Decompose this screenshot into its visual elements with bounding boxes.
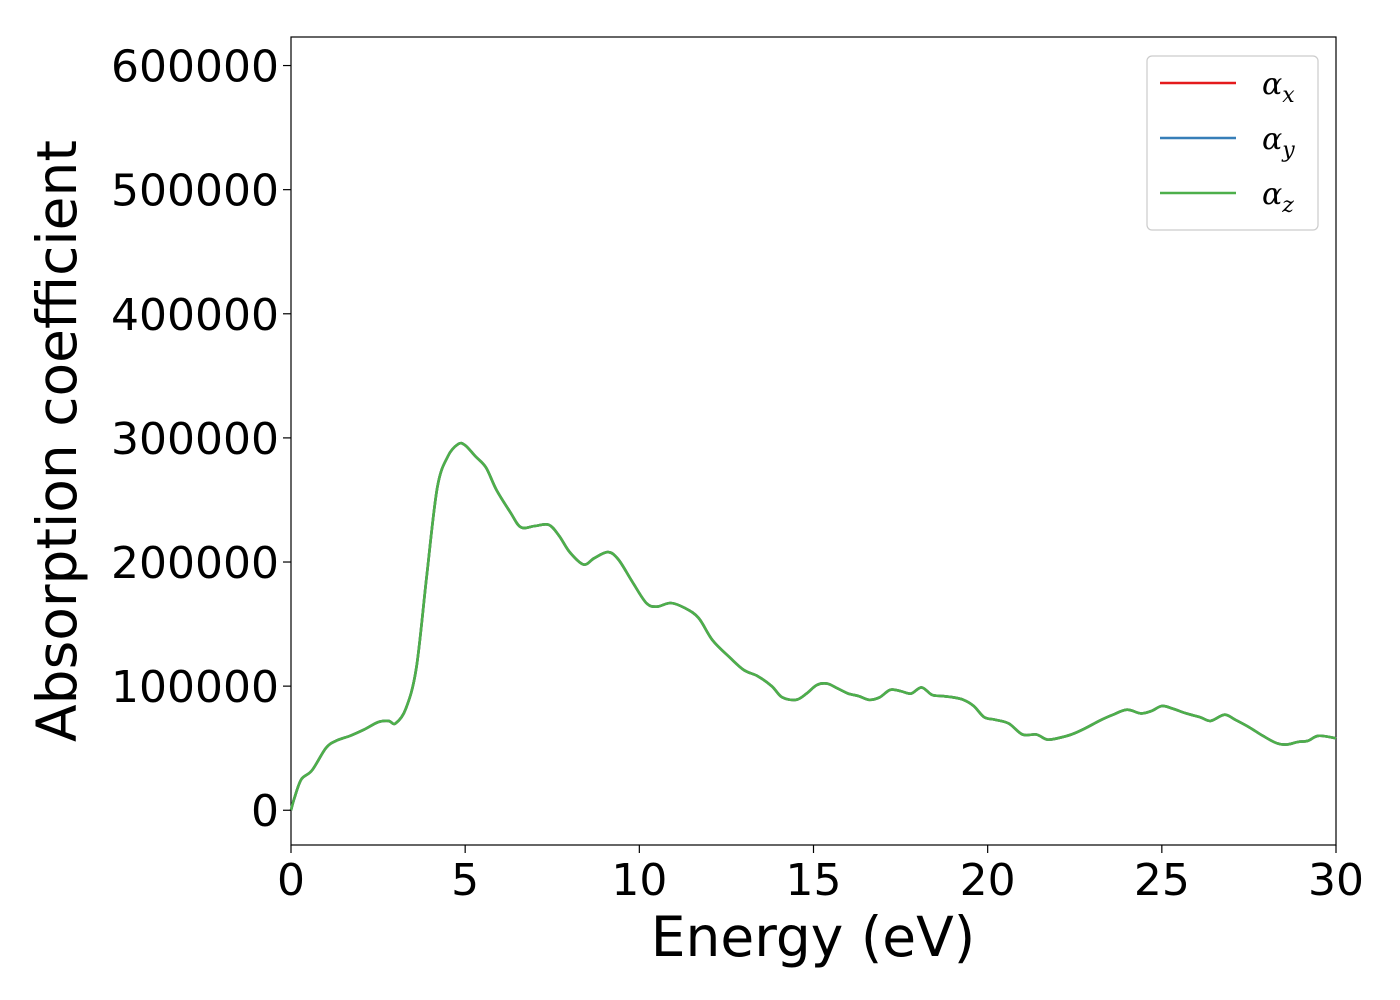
y-tick-label: 300000 (111, 414, 279, 465)
x-tick-label: 30 (1308, 855, 1364, 906)
legend-label-subscript: z (1281, 193, 1294, 218)
legend-label-x: αx (1262, 67, 1295, 108)
legend-label-base: α (1262, 177, 1282, 212)
x-tick-label: 0 (277, 855, 305, 906)
series-layer (289, 441, 1337, 811)
legend-label-z: αz (1262, 177, 1294, 218)
y-tick-label: 400000 (111, 290, 279, 341)
series-line-y (289, 441, 1337, 811)
x-tick-label: 25 (1134, 855, 1190, 906)
x-axis-label: Energy (eV) (651, 905, 975, 969)
y-tick-label: 200000 (111, 538, 279, 589)
legend-label-subscript: x (1282, 83, 1295, 108)
series-line-z (289, 441, 1337, 811)
y-tick-label: 100000 (111, 662, 279, 713)
y-axis-ticks: 0 100000 200000 300000 400000 500000 600000 (111, 42, 291, 837)
y-tick-label: 600000 (111, 42, 279, 93)
legend-label-base: α (1262, 67, 1282, 102)
series-line-x (289, 441, 1337, 811)
legend-label-y: αy (1262, 122, 1295, 163)
legend-label-base: α (1262, 122, 1282, 157)
x-axis-ticks: 0 5 10 15 20 25 30 (277, 845, 1364, 906)
x-tick-label: 10 (611, 855, 667, 906)
x-tick-label: 5 (451, 855, 479, 906)
x-tick-label: 20 (960, 855, 1016, 906)
y-tick-label: 0 (251, 786, 279, 837)
y-tick-label: 500000 (111, 166, 279, 217)
y-axis-label: Absorption coefficient (25, 140, 89, 742)
legend-box (1146, 55, 1319, 231)
x-tick-label: 15 (786, 855, 842, 906)
legend-label-subscript: y (1281, 138, 1295, 163)
